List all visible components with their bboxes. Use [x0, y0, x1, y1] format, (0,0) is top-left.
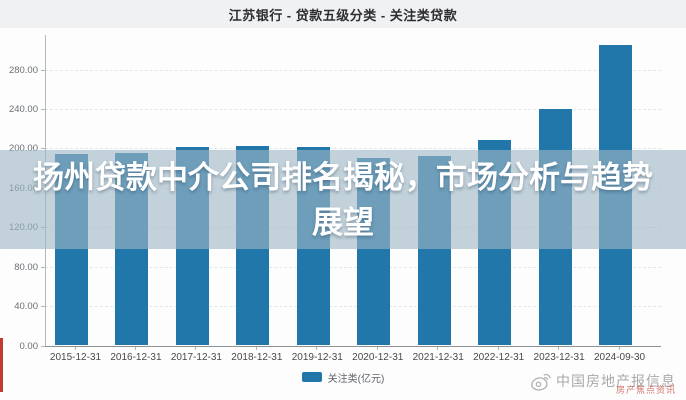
chart-legend[interactable]: 关注类(亿元)	[0, 369, 686, 385]
x-axis-label: 2017-12-31	[170, 351, 222, 363]
y-axis-tick	[41, 345, 45, 347]
gridline-280	[45, 69, 661, 71]
weibo-eye-icon	[530, 372, 552, 391]
watermark-red-text: 房产焦点资讯	[616, 385, 677, 395]
y-axis-label: 200.00	[8, 143, 38, 155]
x-axis-line	[45, 345, 661, 347]
gridline-80	[45, 266, 661, 268]
x-axis-tick	[618, 346, 620, 350]
y-axis-tick	[41, 306, 45, 308]
caption-banner-overlay: 扬州贷款中介公司排名揭秘，市场分析与趋势 展望	[0, 150, 686, 249]
y-axis-label: 280.00	[8, 64, 38, 76]
caption-line-1: 扬州贷款中介公司排名揭秘，市场分析与趋势	[33, 159, 653, 195]
x-axis-label: 2015-12-31	[49, 351, 102, 363]
watermark-text: 中国房地产报信息	[556, 373, 676, 389]
x-axis-tick	[437, 346, 439, 350]
x-axis-tick	[74, 346, 76, 350]
x-axis-label: 2018-12-31	[231, 351, 283, 363]
x-axis-label: 2020-12-31	[352, 351, 404, 363]
x-axis-label: 2019-12-31	[291, 351, 343, 363]
y-axis-label: 40.00	[14, 301, 38, 313]
x-axis-tick	[376, 346, 378, 350]
x-axis-label: 2023-12-31	[533, 351, 585, 363]
x-axis-tick	[497, 346, 499, 350]
y-axis-tick	[41, 108, 45, 110]
chart-title: 江苏银行 - 贷款五级分类 - 关注类贷款	[228, 7, 458, 23]
caption-line-2: 展望	[312, 204, 374, 240]
y-axis-label: 240.00	[8, 103, 38, 115]
y-axis-tick	[41, 148, 45, 150]
x-axis-tick	[195, 346, 197, 350]
gridline-200	[45, 148, 661, 150]
x-axis-tick	[316, 346, 318, 350]
chart-title-bar: 江苏银行 - 贷款五级分类 - 关注类贷款	[0, 0, 686, 28]
y-axis-tick	[41, 266, 45, 268]
x-axis-tick	[558, 346, 560, 350]
x-axis-tick	[255, 346, 257, 350]
x-axis-tick	[134, 346, 136, 350]
x-axis-label: 2021-12-31	[412, 351, 464, 363]
legend-swatch	[301, 372, 322, 382]
gridline-240	[45, 108, 661, 110]
y-axis-tick	[41, 69, 45, 71]
x-axis-label: 2024-09-30	[593, 351, 646, 363]
y-axis-label: 0.00	[19, 340, 39, 352]
gridline-40	[45, 306, 661, 308]
x-axis-label: 2016-12-31	[110, 351, 162, 363]
legend-label: 关注类(亿元)	[327, 373, 385, 385]
left-edge-red-strip	[0, 338, 3, 392]
x-axis-label: 2022-12-31	[473, 351, 525, 363]
watermark: 中国房地产报信息 房产焦点资讯	[530, 371, 676, 395]
y-axis-label: 80.00	[14, 261, 38, 273]
